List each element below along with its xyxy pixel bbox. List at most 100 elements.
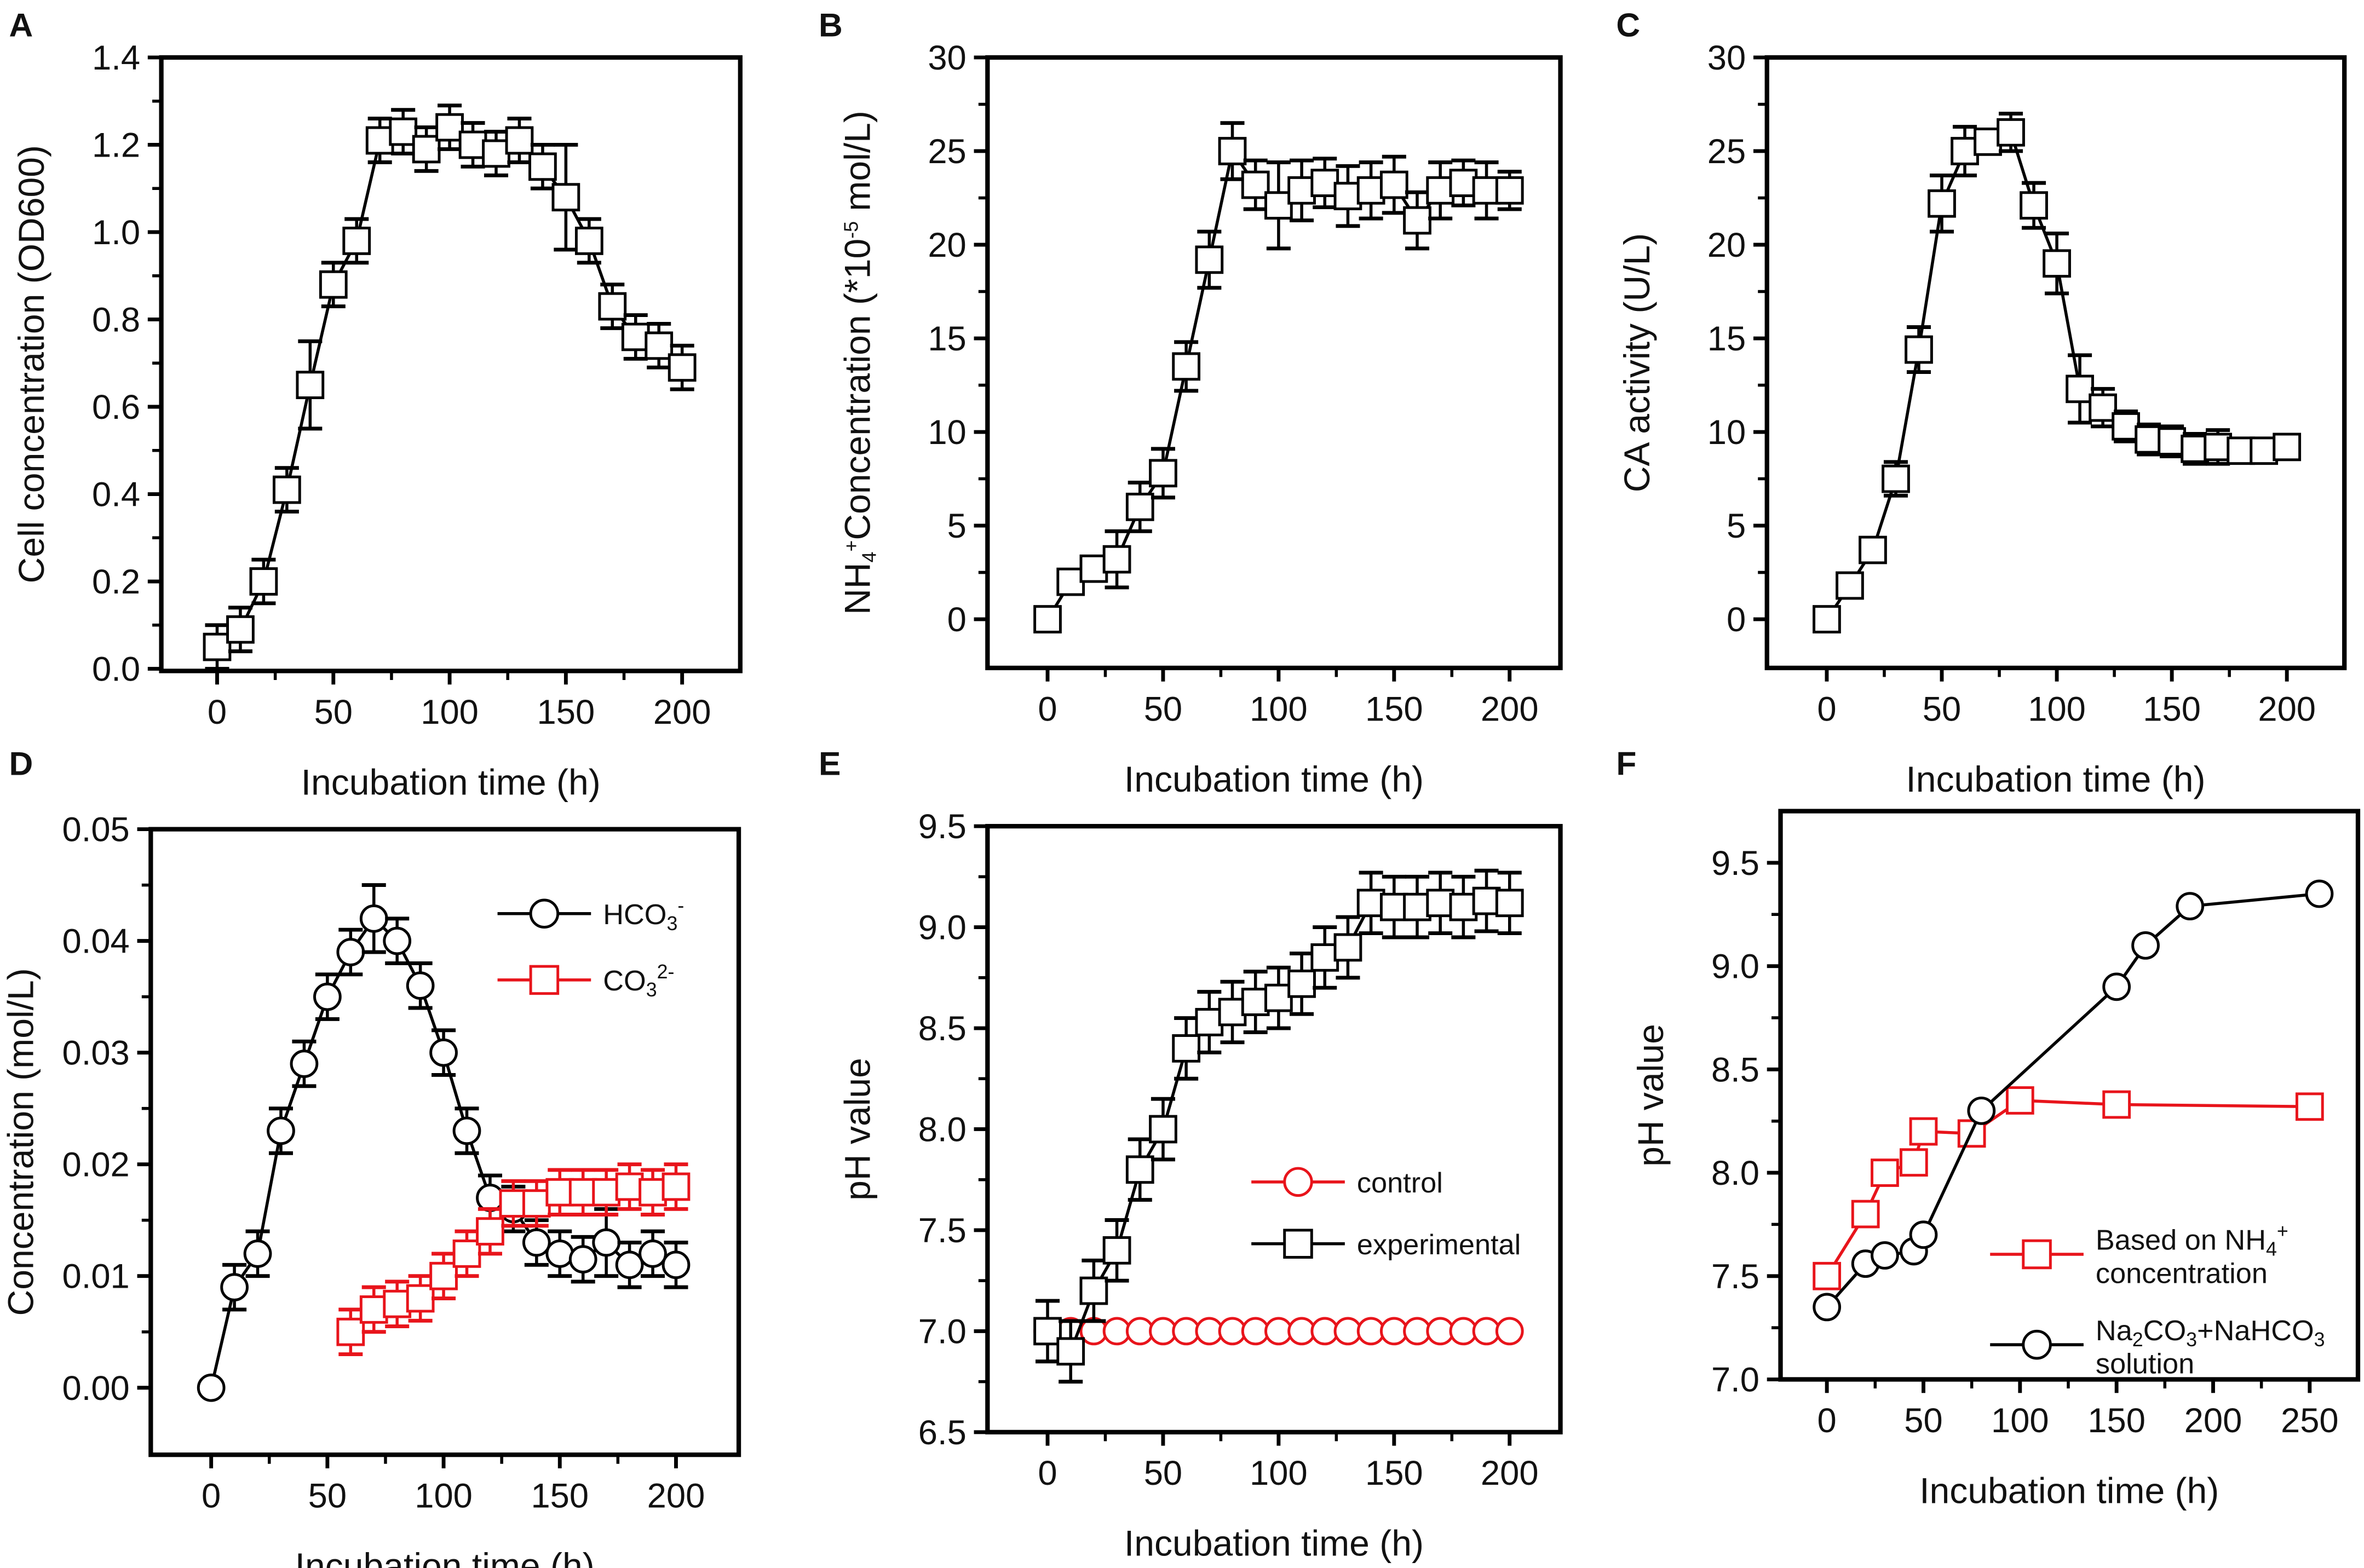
series-experimental [1033, 868, 1524, 1384]
x-tick-label: 150 [1365, 1454, 1423, 1492]
tspan: 3 [646, 979, 657, 1001]
data-point [2131, 931, 2160, 960]
series-ca-activity [1813, 112, 2302, 633]
data-point [1287, 969, 1316, 998]
data-point [1813, 605, 1841, 633]
y-tick-label: 0.00 [62, 1369, 130, 1408]
y-axis-title-part: + [841, 540, 862, 552]
x-tick-label: 50 [314, 693, 353, 731]
y-axis-title-part: pH value [838, 1058, 878, 1201]
y-tick-label: 0.04 [62, 923, 130, 961]
tspan: Based on NH [2096, 1225, 2266, 1256]
data-point [1033, 605, 1062, 633]
y-axis-title: NH4+Concentration (*10-5 mol/L) [838, 111, 881, 615]
legend-label: Based on NH4+ [2096, 1220, 2288, 1260]
data-point [1899, 1148, 1928, 1177]
tspan: CO [603, 965, 646, 997]
x-tick-label: 200 [2184, 1402, 2242, 1440]
data-point [592, 1178, 621, 1207]
panel-letter: F [1616, 745, 1636, 782]
y-tick-label: 7.0 [918, 1312, 967, 1351]
data-point [662, 1250, 691, 1279]
series-na2co3-nahco3-solution [1813, 879, 2334, 1322]
y-tick-label: 0.01 [62, 1258, 130, 1296]
y-tick-label: 0.0 [92, 650, 140, 689]
data-point [1241, 988, 1270, 1016]
data-point [1909, 1117, 1938, 1146]
y-tick-label: 20 [928, 226, 966, 264]
data-point [1195, 245, 1224, 274]
data-point [1403, 892, 1431, 921]
x-tick-label: 200 [647, 1477, 705, 1515]
y-tick-label: 9.0 [918, 909, 967, 947]
data-point [592, 1228, 621, 1257]
data-point [226, 615, 255, 644]
y-tick-label: 0.8 [92, 301, 140, 339]
y-tick-label: 1.0 [92, 214, 140, 252]
x-tick-label: 100 [415, 1477, 473, 1515]
data-point [203, 632, 232, 661]
data-point [574, 227, 603, 255]
y-tick-label: 0 [947, 601, 967, 639]
data-point [1125, 492, 1154, 521]
x-tick-label: 0 [1817, 1402, 1837, 1440]
data-point [435, 113, 464, 142]
legend-marker [2022, 1329, 2052, 1360]
y-tick-label: 7.0 [1711, 1361, 1759, 1399]
panel-letter: A [9, 6, 33, 43]
y-tick-label: 0.05 [62, 811, 130, 849]
legend-entry: control [1251, 1167, 1443, 1199]
data-point [1871, 1158, 1899, 1187]
data-point [1905, 335, 1933, 364]
tspan: Na [2096, 1315, 2133, 1347]
y-axis-title-part: NH [838, 562, 878, 614]
x-tick-label: 50 [1904, 1402, 1942, 1440]
data-point [406, 1284, 435, 1313]
x-tick-label: 100 [1250, 690, 1308, 728]
y-axis-title-part: CA activity (U/L) [1617, 233, 1658, 493]
data-point [668, 353, 697, 382]
y-tick-label: 1.2 [92, 126, 140, 164]
data-point [2181, 434, 2210, 463]
legend-entry: Based on NH4+concentration [1990, 1220, 2288, 1289]
tspan: 2- [657, 961, 675, 983]
y-axis-title-part: Cell concentration (OD [11, 217, 52, 583]
data-point [1495, 889, 1524, 918]
panel-c: C 0 50 100 150 200 0 5 10 15 20 25 30 Incubation time… [1616, 6, 2347, 800]
x-axis-title: Incubation time (h) [301, 762, 601, 803]
x-tick-label: 150 [537, 693, 595, 731]
data-point [2043, 249, 2071, 278]
tspan: +NaHCO [2197, 1315, 2314, 1347]
y-tick-label: 8.5 [918, 1010, 967, 1048]
y-axis-title: Cell concentration (OD600) [11, 145, 52, 583]
data-point [452, 1240, 481, 1268]
data-point [522, 1228, 551, 1257]
legend-entry: HCO3- [497, 895, 684, 935]
legend-marker [529, 898, 560, 929]
y-axis-title: Concentration (mol/L) [1, 968, 42, 1316]
data-point [429, 1261, 458, 1290]
data-point [551, 183, 580, 212]
data-point [1449, 892, 1478, 921]
y-axis-title-part: 4 [858, 552, 880, 563]
data-point [1218, 137, 1247, 165]
data-point [2005, 1086, 2034, 1115]
x-tick-label: 150 [531, 1477, 589, 1515]
x-tick-label: 150 [1365, 690, 1423, 728]
y-axis-title: pH value [838, 1058, 878, 1201]
y-tick-label: 5 [1727, 507, 1746, 545]
data-point [476, 1217, 504, 1246]
series-co3-2- [336, 1162, 691, 1356]
y-tick-label: 5 [947, 507, 967, 545]
x-axis-title: Incubation time (h) [1906, 759, 2205, 800]
data-point [220, 1273, 249, 1302]
data-point [1967, 1096, 1996, 1125]
panel-b: B 0 50 100 150 200 0 5 10 15 20 25 30 Incubation time… [819, 6, 1563, 800]
tspan: 3 [666, 913, 677, 935]
legend-label: Na2CO3+NaHCO3 [2096, 1315, 2325, 1351]
x-tick-label: 0 [1038, 690, 1057, 728]
x-tick-label: 50 [1144, 690, 1182, 728]
series-line [1825, 130, 2287, 620]
data-point [197, 1373, 226, 1402]
series-hco3- [197, 883, 691, 1402]
